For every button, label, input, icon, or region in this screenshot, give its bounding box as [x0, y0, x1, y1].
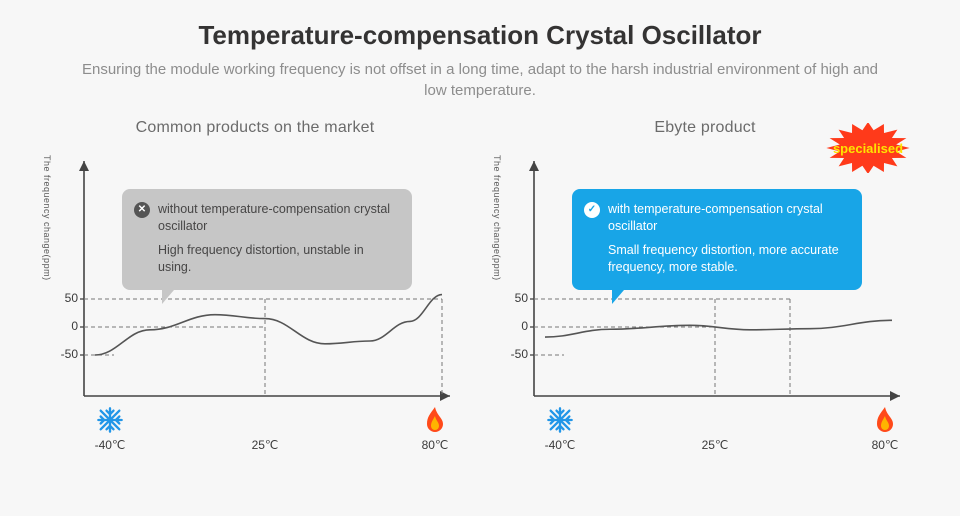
xtick-label: -40℃ — [545, 438, 576, 452]
left-note-box: ✕ without temperature-compensation cryst… — [122, 189, 412, 290]
xtick-label: -40℃ — [95, 438, 126, 452]
xtick-label: 80℃ — [422, 438, 449, 452]
cross-icon: ✕ — [134, 202, 150, 218]
y-axis-label: The frequency change(ppm) — [42, 155, 52, 281]
page-subtitle: Ensuring the module working frequency is… — [80, 59, 880, 101]
xtick-label: 25℃ — [252, 438, 279, 452]
badge-text: specialised — [833, 141, 903, 156]
left-note-line1: without temperature-compensation crystal… — [158, 201, 400, 235]
header: Temperature-compensation Crystal Oscilla… — [0, 0, 960, 101]
right-chart: specialised Ebyte product The frequency … — [490, 119, 920, 461]
flame-icon — [873, 406, 897, 434]
left-note-line2: High frequency distortion, unstable in u… — [158, 242, 400, 276]
xtick-label: 25℃ — [702, 438, 729, 452]
specialised-badge: specialised — [818, 123, 918, 173]
ytick-label: -50 — [500, 347, 528, 361]
y-axis-label: The frequency change(ppm) — [492, 155, 502, 281]
ytick-label: 50 — [50, 291, 78, 305]
right-note-box: ✓ with temperature-compensation crystal … — [572, 189, 862, 290]
left-chart-area: The frequency change(ppm) 50 0 -50 ✕ witho… — [40, 141, 470, 461]
left-chart: Common products on the market The freque… — [40, 119, 470, 461]
check-icon: ✓ — [584, 202, 600, 218]
xtick-label: 80℃ — [872, 438, 899, 452]
ytick-label: 50 — [500, 291, 528, 305]
flame-icon — [423, 406, 447, 434]
right-note-line1: with temperature-compensation crystal os… — [608, 201, 850, 235]
page-title: Temperature-compensation Crystal Oscilla… — [0, 20, 960, 51]
ytick-label: 0 — [500, 319, 528, 333]
right-note-line2: Small frequency distortion, more accurat… — [608, 242, 850, 276]
ytick-label: 0 — [50, 319, 78, 333]
charts-row: Common products on the market The freque… — [0, 101, 960, 461]
snowflake-icon — [96, 406, 124, 434]
ytick-label: -50 — [50, 347, 78, 361]
left-chart-title: Common products on the market — [40, 119, 470, 137]
right-chart-area: The frequency change(ppm) 50 0 -50 ✓ with … — [490, 141, 920, 461]
snowflake-icon — [546, 406, 574, 434]
